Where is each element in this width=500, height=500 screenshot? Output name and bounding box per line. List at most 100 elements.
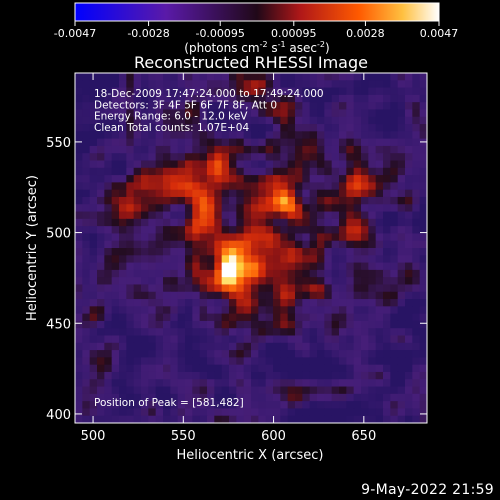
heatmap-cell bbox=[353, 153, 362, 162]
heatmap-cell bbox=[375, 328, 384, 337]
heatmap-cell bbox=[397, 160, 406, 169]
heatmap-cell bbox=[353, 313, 362, 322]
heatmap-cell bbox=[192, 226, 201, 235]
heatmap-cell bbox=[155, 116, 164, 125]
heatmap-cell bbox=[243, 240, 252, 249]
heatmap-cell bbox=[273, 87, 281, 96]
heatmap-cell bbox=[177, 299, 186, 307]
heatmap-cell bbox=[170, 291, 179, 300]
heatmap-cell bbox=[141, 175, 149, 183]
heatmap-cell bbox=[361, 218, 369, 227]
heatmap-cell bbox=[163, 145, 171, 154]
heatmap-cell bbox=[229, 160, 237, 169]
heatmap-cell bbox=[368, 218, 377, 227]
heatmap-cell bbox=[390, 80, 399, 89]
heatmap-cell bbox=[119, 379, 127, 388]
heatmap-cell bbox=[207, 248, 215, 256]
heatmap-cell bbox=[155, 313, 164, 322]
heatmap-cell bbox=[133, 160, 142, 169]
annotation-line: Detectors: 3F 4F 5F 6F 7F 8F, Att 0 bbox=[94, 99, 277, 111]
heatmap-cell bbox=[207, 342, 215, 351]
heatmap-cell bbox=[339, 364, 347, 373]
heatmap-cell bbox=[302, 371, 311, 380]
heatmap-cell bbox=[397, 320, 406, 329]
heatmap-cell bbox=[148, 167, 157, 176]
heatmap-cell bbox=[331, 386, 340, 395]
heatmap-cell bbox=[141, 102, 149, 111]
heatmap-cell bbox=[199, 335, 208, 344]
heatmap-cell bbox=[199, 73, 208, 81]
heatmap-cell bbox=[309, 379, 318, 388]
heatmap-cell bbox=[141, 320, 149, 329]
heatmap-cell bbox=[170, 167, 179, 176]
heatmap-cell bbox=[155, 226, 164, 235]
heatmap-cell bbox=[317, 379, 325, 388]
x-axis-label: Heliocentric X (arcsec) bbox=[177, 448, 324, 463]
heatmap-cell bbox=[148, 255, 157, 264]
heatmap-cell bbox=[346, 284, 355, 293]
heatmap-cell bbox=[199, 401, 208, 410]
heatmap-cell bbox=[104, 87, 113, 96]
heatmap-cell bbox=[302, 328, 311, 337]
heatmap-cell bbox=[302, 233, 311, 242]
heatmap-cell bbox=[419, 102, 427, 111]
heatmap-cell bbox=[133, 94, 142, 103]
heatmap-cell bbox=[97, 277, 105, 286]
heatmap-cell bbox=[397, 189, 406, 198]
heatmap-cell bbox=[280, 386, 289, 395]
heatmap-cell bbox=[75, 248, 83, 256]
heatmap-cell bbox=[251, 269, 259, 278]
heatmap-cell bbox=[287, 379, 296, 388]
heatmap-cell bbox=[163, 269, 171, 278]
heatmap-cell bbox=[251, 116, 259, 125]
heatmap-cell bbox=[163, 313, 171, 322]
heatmap-cell bbox=[346, 269, 355, 278]
heatmap-cell bbox=[111, 131, 120, 140]
heatmap-cell bbox=[368, 80, 377, 89]
heatmap-cell bbox=[111, 371, 120, 380]
heatmap-cell bbox=[258, 248, 267, 256]
heatmap-cell bbox=[419, 80, 427, 89]
heatmap-cell bbox=[163, 218, 171, 227]
heatmap-cell bbox=[353, 175, 362, 183]
heatmap-cell bbox=[111, 182, 120, 191]
heatmap-cell bbox=[148, 415, 157, 423]
heatmap-cell bbox=[280, 320, 289, 329]
heatmap-cell bbox=[295, 196, 303, 205]
heatmap-cell bbox=[383, 262, 391, 271]
heatmap-cell bbox=[375, 87, 384, 96]
heatmap-cell bbox=[155, 350, 164, 358]
heatmap-cell bbox=[419, 211, 427, 220]
heatmap-cell bbox=[141, 87, 149, 96]
heatmap-cell bbox=[317, 116, 325, 125]
heatmap-cell bbox=[133, 204, 142, 213]
heatmap-cell bbox=[111, 357, 120, 366]
heatmap-cell bbox=[170, 73, 179, 81]
heatmap-cell bbox=[111, 284, 120, 293]
heatmap-cell bbox=[339, 94, 347, 103]
heatmap-cell bbox=[185, 196, 193, 205]
heatmap-cell bbox=[82, 350, 91, 358]
heatmap-cell bbox=[295, 408, 303, 417]
heatmap-cell bbox=[346, 189, 355, 198]
heatmap-cell bbox=[258, 299, 267, 307]
heatmap-cell bbox=[89, 335, 98, 344]
heatmap-cell bbox=[361, 138, 369, 147]
heatmap-cell bbox=[229, 87, 237, 96]
heatmap-cell bbox=[419, 357, 427, 366]
heatmap-cell bbox=[375, 233, 384, 242]
heatmap-cell bbox=[177, 379, 186, 388]
heatmap-cell bbox=[265, 342, 274, 351]
heatmap-cell bbox=[133, 255, 142, 264]
heatmap-cell bbox=[295, 379, 303, 388]
heatmap-cell bbox=[346, 153, 355, 162]
heatmap-cell bbox=[251, 226, 259, 235]
heatmap-cell bbox=[177, 102, 186, 111]
heatmap-cell bbox=[89, 175, 98, 183]
heatmap-cell bbox=[280, 204, 289, 213]
heatmap-cell bbox=[324, 379, 333, 388]
heatmap-cell bbox=[199, 408, 208, 417]
heatmap-cell bbox=[177, 131, 186, 140]
heatmap-cell bbox=[185, 306, 193, 315]
heatmap-cell bbox=[375, 145, 384, 154]
